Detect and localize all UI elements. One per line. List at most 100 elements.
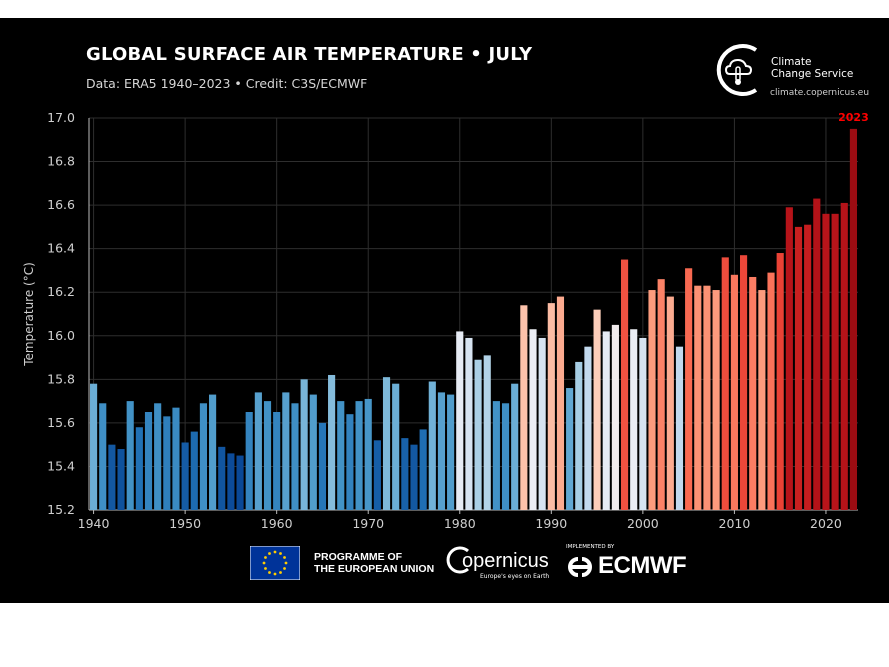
bar-1962 [291, 403, 299, 510]
x-tick-label: 1940 [78, 516, 110, 531]
x-tick-label: 1970 [352, 516, 384, 531]
footer-logos: PROGRAMME OF THE EUROPEAN UNION opernicu… [250, 544, 710, 584]
bar-1948 [163, 416, 171, 510]
y-tick-label: 16.4 [47, 241, 75, 256]
annotation-label: 2023 [838, 111, 869, 124]
copernicus-tagline: Europe's eyes on Earth [480, 573, 550, 580]
bar-2021 [831, 213, 839, 511]
bar-1977 [428, 381, 436, 510]
bar-1965 [318, 422, 327, 510]
bar-chart: 15.2 15.4 15.6 15.8 16.0 16.2 16.4 16.6 16.8 17.0… [22, 110, 869, 531]
x-tick-label: 1990 [535, 516, 567, 531]
y-tick-label: 15.2 [47, 502, 75, 517]
x-tick-label: 2010 [719, 516, 751, 531]
bar-1996 [602, 331, 610, 510]
bar-2023 [849, 128, 857, 510]
bar-2009 [721, 257, 729, 510]
bar-2012 [749, 276, 757, 510]
bar-1958 [254, 392, 262, 510]
bar-2014 [767, 272, 775, 510]
programme-text-line1: PROGRAMME OF [314, 551, 403, 563]
y-tick-label: 17.0 [47, 110, 75, 125]
bar-1964 [309, 394, 317, 510]
bar-1985 [501, 403, 510, 510]
logo-line-1: Climate [771, 56, 812, 68]
bar-2016 [785, 207, 793, 511]
bar-1942 [108, 444, 116, 510]
bar-1971 [373, 440, 381, 510]
x-tick-label: 2000 [627, 516, 659, 531]
bar-1945 [135, 427, 143, 510]
bar-1988 [529, 329, 537, 510]
c3s-emblem-icon [716, 44, 758, 96]
copernicus-c-icon [446, 546, 469, 574]
logo-line-2: Change Service [771, 68, 854, 80]
bar-2019 [813, 198, 821, 511]
y-tick-label: 15.8 [47, 371, 75, 386]
bar-1986 [511, 383, 519, 510]
bar-1983 [483, 355, 491, 510]
bar-1991 [556, 296, 565, 510]
bar-1947 [154, 403, 162, 510]
bar-2002 [657, 279, 665, 510]
bar-1984 [492, 401, 500, 510]
bar-1982 [474, 359, 482, 510]
bar-1975 [410, 444, 418, 510]
bar-1994 [584, 346, 592, 510]
bar-2022 [840, 202, 848, 510]
x-tick-label: 1950 [169, 516, 201, 531]
bar-1949 [172, 407, 180, 510]
bar-1941 [99, 403, 107, 510]
bar-1951 [190, 431, 198, 510]
bar-1954 [218, 446, 226, 510]
source-url: climate.copernicus.eu [770, 88, 870, 98]
bar-1993 [575, 361, 583, 510]
programme-text-line2: THE EUROPEAN UNION [314, 563, 435, 575]
bar-2007 [703, 285, 711, 510]
bar-2017 [794, 226, 803, 510]
bar-1976 [419, 429, 427, 510]
bar-2015 [776, 253, 784, 510]
bar-2013 [758, 290, 766, 510]
bar-1995 [593, 309, 601, 510]
bar-1950 [181, 442, 189, 510]
x-tick-label: 2020 [810, 516, 842, 531]
ecmwf-wordmark: ECMWF [598, 552, 687, 579]
bar-1989 [538, 337, 546, 510]
bar-1944 [126, 401, 134, 510]
bar-2003 [666, 296, 674, 510]
y-tick-label: 15.6 [47, 415, 75, 430]
bar-2018 [804, 224, 812, 510]
y-tick-label: 16.8 [47, 154, 75, 169]
bar-2008 [712, 290, 720, 510]
bar-1997 [611, 324, 619, 510]
x-tick-label: 1960 [261, 516, 293, 531]
y-axis-label: Temperature (°C) [22, 262, 36, 367]
bar-1952 [199, 403, 208, 510]
bar-2004 [675, 346, 684, 510]
chart-title: GLOBAL SURFACE AIR TEMPERATURE • JULY [86, 44, 533, 65]
bar-1970 [364, 398, 372, 510]
climate-change-service-logo: Climate Change Service [712, 40, 872, 100]
bar-1998 [620, 259, 629, 510]
bar-1967 [337, 401, 345, 510]
bar-1979 [447, 394, 455, 510]
bar-2005 [685, 268, 693, 510]
x-tick-label: 1980 [444, 516, 476, 531]
bar-2001 [648, 290, 656, 510]
bar-1978 [437, 392, 446, 510]
bar-1959 [263, 401, 272, 510]
y-tick-label: 16.0 [47, 328, 75, 343]
bar-2000 [639, 337, 647, 510]
bar-1943 [117, 449, 125, 510]
ecmwf-symbol-icon [568, 557, 592, 577]
eu-flag-icon [250, 546, 300, 580]
bar-2010 [730, 274, 738, 510]
bar-1953 [209, 394, 217, 510]
bar-1980 [456, 331, 464, 510]
bar-1940 [90, 383, 98, 510]
bar-2006 [694, 285, 702, 510]
bar-1946 [144, 412, 153, 510]
bar-1956 [236, 455, 244, 510]
y-tick-label: 16.2 [47, 284, 75, 299]
